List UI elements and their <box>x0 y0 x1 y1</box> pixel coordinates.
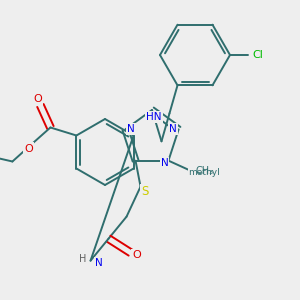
Text: O: O <box>33 94 42 103</box>
Text: O: O <box>24 143 33 154</box>
Text: Cl: Cl <box>253 50 263 60</box>
Text: H: H <box>79 254 86 264</box>
Text: S: S <box>141 185 148 198</box>
Text: O: O <box>132 250 141 260</box>
Text: HN: HN <box>146 112 161 122</box>
Text: CH₃: CH₃ <box>196 166 214 176</box>
Text: N: N <box>160 158 168 168</box>
Text: N: N <box>94 258 102 268</box>
Text: methyl: methyl <box>189 168 220 177</box>
Text: N: N <box>169 124 176 134</box>
Text: N: N <box>128 124 135 134</box>
